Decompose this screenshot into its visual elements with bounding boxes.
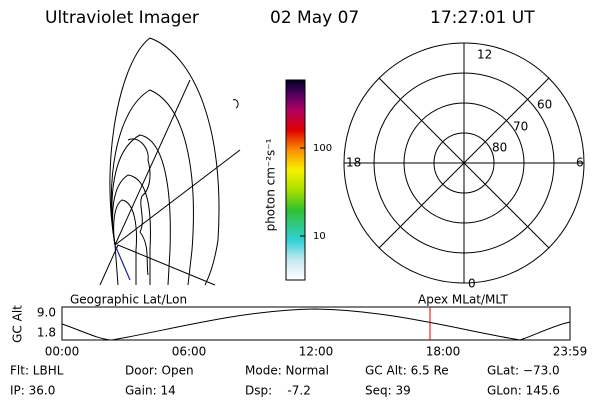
status-field: GLat: −73.0 bbox=[487, 364, 560, 378]
lat-label: 80 bbox=[492, 141, 507, 155]
x-label: 12:00 bbox=[299, 345, 334, 359]
colorbar-tick-label: 100 bbox=[313, 143, 332, 154]
x-labels: 00:00 06:00 12:00 18:00 23:59 bbox=[45, 345, 588, 359]
altitude-curve bbox=[61, 308, 571, 341]
x-label: 00:00 bbox=[45, 345, 80, 359]
mlt-label: 18 bbox=[346, 156, 361, 170]
panel-label: Apex MLat/MLT bbox=[418, 293, 508, 307]
colorbar-tick-label: 10 bbox=[313, 231, 326, 242]
colorbar-label: photon cm⁻²s⁻¹ bbox=[264, 138, 278, 231]
status-field: Dsp: -7.2 bbox=[245, 384, 311, 398]
status-bar: Flt: LBHL Door: Open Mode: Normal GC Alt: 6… bbox=[10, 364, 560, 398]
status-field: IP: 36.0 bbox=[10, 384, 55, 398]
status-field: GC Alt: 6.5 Re bbox=[365, 364, 449, 378]
mlt-label: 0 bbox=[468, 277, 476, 291]
altitude-frame bbox=[61, 306, 571, 341]
x-label: 18:00 bbox=[426, 345, 461, 359]
status-field: Seq: 39 bbox=[365, 384, 411, 398]
mlt-label: 12 bbox=[477, 48, 492, 62]
polar-plot bbox=[343, 42, 585, 284]
axis-label: GC Alt bbox=[11, 305, 25, 343]
title: Ultraviolet Imager bbox=[45, 8, 199, 28]
y-label: 9.0 bbox=[37, 306, 56, 320]
date: 02 May 07 bbox=[270, 8, 359, 28]
panel-label: Geographic Lat/Lon bbox=[70, 293, 187, 307]
status-field: Mode: Normal bbox=[245, 364, 329, 378]
y-label: 1.8 bbox=[37, 326, 56, 340]
status-field: Door: Open bbox=[125, 364, 194, 378]
lat-label: 60 bbox=[537, 98, 552, 112]
status-field: Flt: LBHL bbox=[10, 364, 64, 378]
time: 17:27:01 UT bbox=[430, 8, 535, 28]
lat-label: 70 bbox=[513, 120, 528, 134]
geographic-map bbox=[99, 37, 241, 286]
status-field: GLon: 145.6 bbox=[487, 384, 560, 398]
colorbar bbox=[285, 79, 306, 281]
status-field: Gain: 14 bbox=[125, 384, 176, 398]
x-label: 23:59 bbox=[553, 345, 588, 359]
mlt-label: 6 bbox=[576, 156, 584, 170]
x-label: 06:00 bbox=[172, 345, 207, 359]
